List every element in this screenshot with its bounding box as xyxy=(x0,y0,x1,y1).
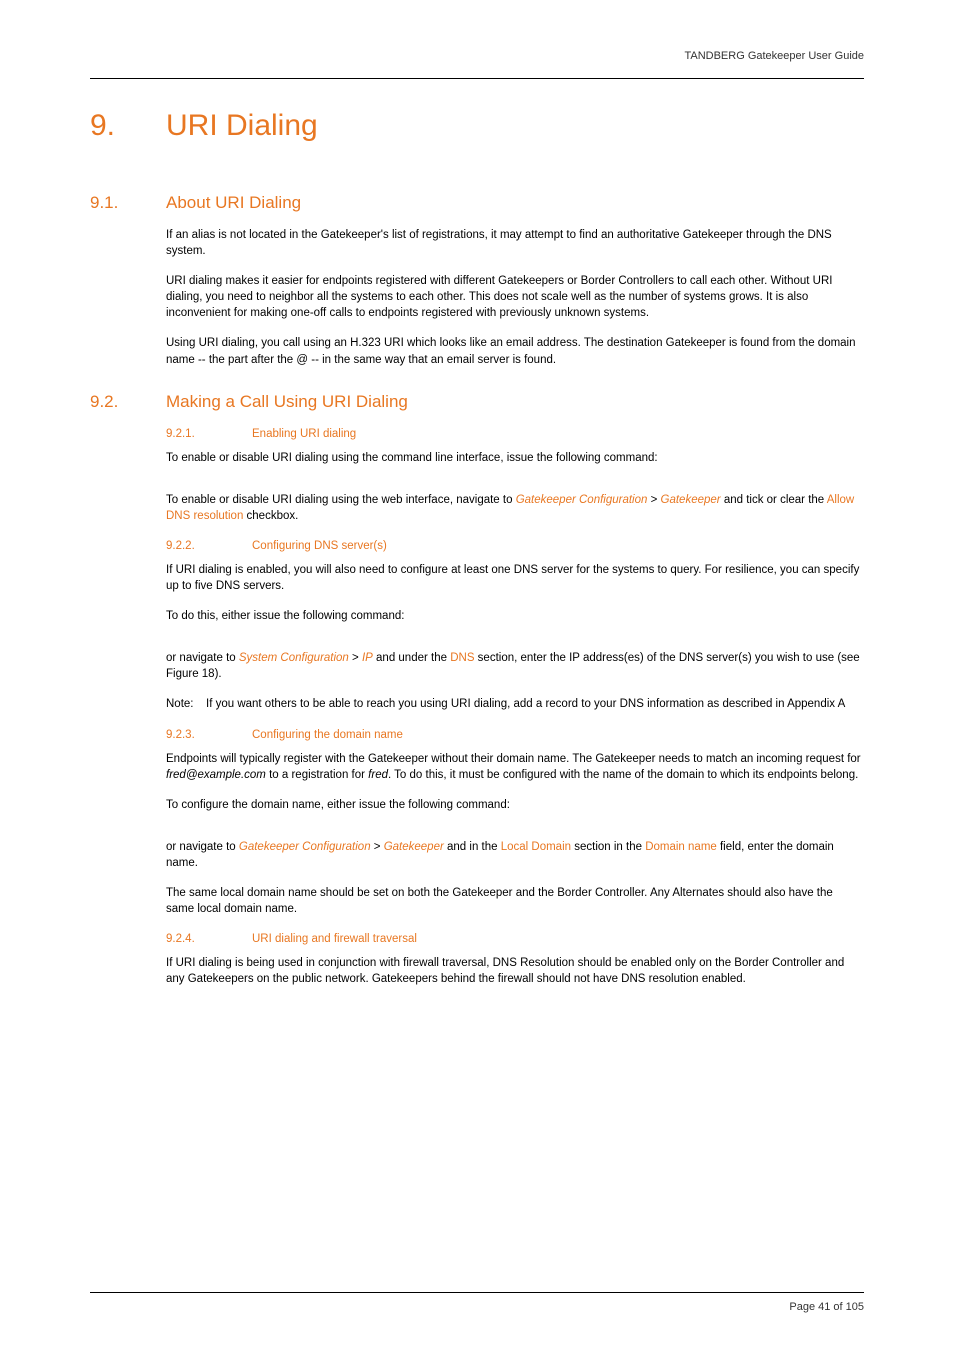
section-title: Making a Call Using URI Dialing xyxy=(166,392,408,412)
subsection-number: 9.2.2. xyxy=(166,540,252,552)
text: . To do this, it must be configured with… xyxy=(388,769,858,781)
subsection-number: 9.2.4. xyxy=(166,933,252,945)
text: > xyxy=(371,841,384,853)
example-text: fred xyxy=(368,769,388,781)
section-9-2-content: 9.2.1. Enabling URI dialing To enable or… xyxy=(166,428,864,988)
nav-path: Gatekeeper xyxy=(661,494,721,506)
section-9-2: 9.2. Making a Call Using URI Dialing xyxy=(90,392,864,412)
ui-label: DNS xyxy=(450,652,474,664)
text: or navigate to xyxy=(166,652,239,664)
paragraph: To configure the domain name, either iss… xyxy=(166,797,864,813)
text: To enable or disable URI dialing using t… xyxy=(166,494,516,506)
text: section in the xyxy=(571,841,645,853)
subsection-title: URI dialing and firewall traversal xyxy=(252,933,417,945)
paragraph: To enable or disable URI dialing using t… xyxy=(166,450,864,466)
subsection-9-2-3: 9.2.3. Configuring the domain name xyxy=(166,729,864,741)
text: > xyxy=(349,652,362,664)
chapter-number: 9. xyxy=(90,109,166,143)
text: > xyxy=(647,494,660,506)
section-number: 9.1. xyxy=(90,193,166,213)
header-doc-title: TANDBERG Gatekeeper User Guide xyxy=(684,50,864,62)
note-text: If you want others to be able to reach y… xyxy=(206,696,864,712)
header-rule xyxy=(90,78,864,79)
chapter-title: URI Dialing xyxy=(166,109,318,143)
nav-path: System Configuration xyxy=(239,652,349,664)
section-title: About URI Dialing xyxy=(166,193,301,213)
subsection-number: 9.2.1. xyxy=(166,428,252,440)
footer-rule xyxy=(90,1292,864,1293)
subsection-number: 9.2.3. xyxy=(166,729,252,741)
section-9-1-content: If an alias is not located in the Gateke… xyxy=(166,227,864,368)
text: or navigate to xyxy=(166,841,239,853)
chapter-heading: 9. URI Dialing xyxy=(90,109,864,143)
paragraph: If URI dialing is enabled, you will also… xyxy=(166,562,864,594)
section-9-1: 9.1. About URI Dialing xyxy=(90,193,864,213)
paragraph: If an alias is not located in the Gateke… xyxy=(166,227,864,259)
subsection-9-2-2: 9.2.2. Configuring DNS server(s) xyxy=(166,540,864,552)
note-label: Note: xyxy=(166,696,206,712)
example-text: fred@example.com xyxy=(166,769,266,781)
subsection-9-2-1: 9.2.1. Enabling URI dialing xyxy=(166,428,864,440)
text: and in the xyxy=(444,841,501,853)
nav-path: IP xyxy=(362,652,373,664)
paragraph: If URI dialing is being used in conjunct… xyxy=(166,955,864,987)
text: to a registration for xyxy=(266,769,368,781)
page-number: Page 41 of 105 xyxy=(789,1301,864,1313)
subsection-title: Enabling URI dialing xyxy=(252,428,356,440)
subsection-title: Configuring the domain name xyxy=(252,729,403,741)
ui-label: Domain name xyxy=(645,841,717,853)
subsection-title: Configuring DNS server(s) xyxy=(252,540,387,552)
nav-path: Gatekeeper Configuration xyxy=(239,841,371,853)
paragraph: The same local domain name should be set… xyxy=(166,885,864,917)
nav-path: Gatekeeper xyxy=(384,841,444,853)
ui-label: Local Domain xyxy=(501,841,571,853)
text: and under the xyxy=(373,652,450,664)
paragraph: Using URI dialing, you call using an H.3… xyxy=(166,335,864,367)
paragraph: To do this, either issue the following c… xyxy=(166,608,864,624)
text: checkbox. xyxy=(243,510,298,522)
note: Note: If you want others to be able to r… xyxy=(166,696,864,712)
section-number: 9.2. xyxy=(90,392,166,412)
text: Endpoints will typically register with t… xyxy=(166,753,861,765)
subsection-9-2-4: 9.2.4. URI dialing and firewall traversa… xyxy=(166,933,864,945)
nav-path: Gatekeeper Configuration xyxy=(516,494,648,506)
paragraph: or navigate to System Configuration > IP… xyxy=(166,650,864,682)
paragraph: To enable or disable URI dialing using t… xyxy=(166,492,864,524)
text: and tick or clear the xyxy=(721,494,827,506)
paragraph: URI dialing makes it easier for endpoint… xyxy=(166,273,864,321)
paragraph: or navigate to Gatekeeper Configuration … xyxy=(166,839,864,871)
paragraph: Endpoints will typically register with t… xyxy=(166,751,864,783)
